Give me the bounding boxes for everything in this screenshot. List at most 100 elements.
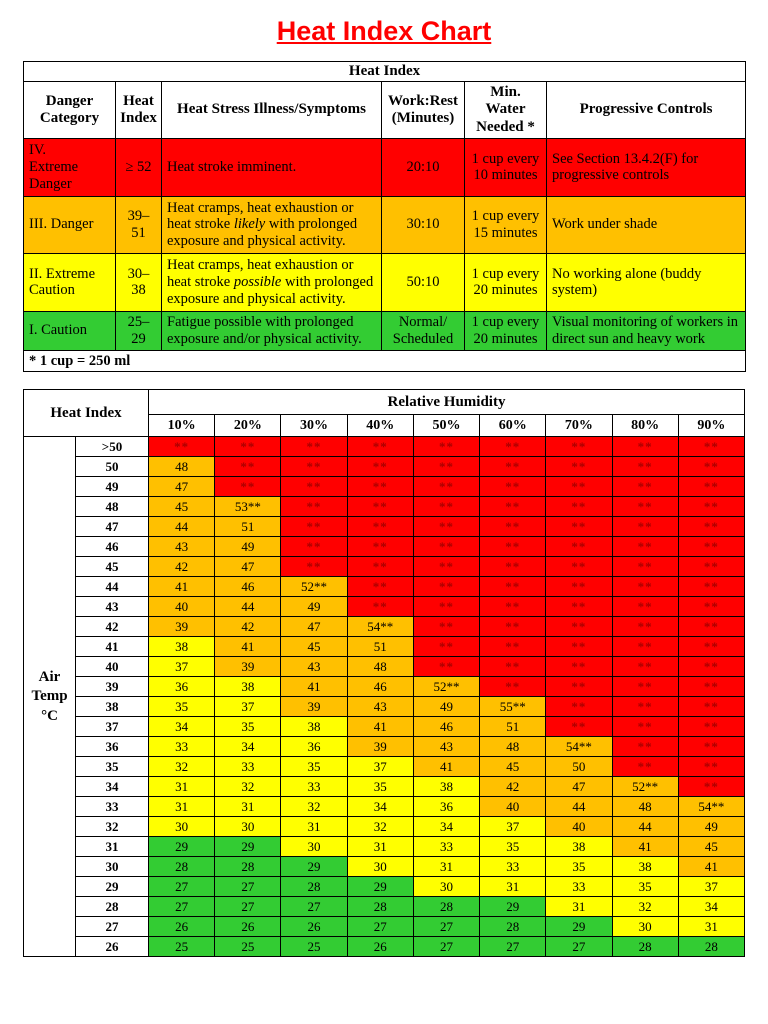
danger-row-orange: III. Danger 39–51 Heat cramps, heat exhaus… bbox=[23, 195, 747, 254]
controls-cell: No working alone (buddy system) bbox=[545, 252, 747, 312]
heat-index-cell: ** bbox=[412, 556, 481, 578]
footnote: * 1 cup = 250 ml bbox=[22, 349, 747, 373]
symptoms-pre: Heat cramps, heat exhaustion or heat str… bbox=[167, 199, 354, 233]
air-temp-value: 37 bbox=[75, 716, 149, 738]
heat-index-cell: 50 bbox=[545, 756, 613, 778]
heat-index-cell: ** bbox=[677, 536, 746, 558]
matrix-title-row: Heat Index Relative Humidity bbox=[23, 389, 745, 438]
heat-index-cell: 41 bbox=[611, 836, 679, 858]
work-rest-cell: 50:10 bbox=[381, 252, 465, 312]
heat-index-cell: ** bbox=[677, 756, 746, 778]
heat-index-cell: 39 bbox=[147, 616, 216, 638]
heat-index-cell: 35 bbox=[214, 716, 282, 738]
heat-index-cell: ** bbox=[479, 436, 547, 458]
heat-index-cell: 40 bbox=[545, 816, 613, 838]
heat-index-cell: ** bbox=[545, 616, 613, 638]
heat-index-cell: ** bbox=[677, 656, 746, 678]
heat-index-cell: ** bbox=[545, 576, 613, 598]
heat-index-cell: ** bbox=[611, 576, 679, 598]
matrix-row: 32 30 30 31 32 34 37 40 44 49 bbox=[24, 816, 746, 838]
heat-index-cell: 48 bbox=[611, 796, 679, 818]
matrix-row: 45 42 47 ** ** ** ** ** ** ** bbox=[24, 556, 746, 578]
heat-index-cell: 40 bbox=[147, 596, 216, 618]
heat-index-cell: 54** bbox=[346, 616, 414, 638]
symptoms-pre: Fatigue possible with prolonged exposure… bbox=[167, 314, 362, 347]
matrix-row: 40 37 39 43 48 ** ** ** ** ** bbox=[24, 656, 746, 678]
work-rest-cell: Normal/ Scheduled bbox=[381, 310, 465, 351]
heat-index-cell: 25 bbox=[214, 936, 282, 958]
danger-table-title: Heat Index bbox=[22, 61, 747, 82]
heat-index-cell: 35 bbox=[545, 856, 613, 878]
heat-index-cell: 39 bbox=[280, 696, 348, 718]
heat-index-cell: ** bbox=[611, 736, 679, 758]
matrix-row: 42 39 42 47 54** ** ** ** ** ** bbox=[24, 616, 746, 638]
heat-index-cell: ** bbox=[412, 516, 481, 538]
matrix-row: 43 40 44 49 ** ** ** ** ** ** bbox=[24, 596, 746, 618]
heat-index-cell: 48 bbox=[147, 456, 216, 478]
heat-index-cell: 27 bbox=[147, 896, 216, 918]
heat-index-cell: 30 bbox=[611, 916, 679, 938]
heat-index-cell: 49 bbox=[214, 536, 282, 558]
heat-index-cell: 26 bbox=[147, 916, 216, 938]
heat-index-cell: 32 bbox=[147, 756, 216, 778]
matrix-row: 39 36 38 41 46 52** ** ** ** ** bbox=[24, 676, 746, 698]
heat-index-cell: ** bbox=[346, 456, 414, 478]
heat-index-cell: 51 bbox=[214, 516, 282, 538]
heat-index-cell: 44 bbox=[611, 816, 679, 838]
humidity-col-header: 10% bbox=[147, 414, 216, 438]
work-rest-cell: 30:10 bbox=[381, 195, 465, 254]
air-temp-value: 36 bbox=[75, 736, 149, 758]
heat-index-cell: ** bbox=[677, 436, 746, 458]
heat-index-cell: 32 bbox=[611, 896, 679, 918]
heat-index-cell: 28 bbox=[346, 896, 414, 918]
heat-index-cell: ** bbox=[545, 596, 613, 618]
heat-index-cell: ** bbox=[677, 696, 746, 718]
heat-index-cell: ** bbox=[545, 656, 613, 678]
humidity-header-row: 10% 20% 30% 40% 50% 60% 70% 80% 90% bbox=[24, 414, 746, 438]
heat-index-cell: 27 bbox=[147, 876, 216, 898]
heat-index-cell: 52** bbox=[611, 776, 679, 798]
heat-index-range: 30–38 bbox=[115, 252, 162, 312]
danger-col-header: Heat Index bbox=[115, 81, 162, 139]
air-temp-value: 32 bbox=[75, 816, 149, 838]
heat-index-cell: 45 bbox=[280, 636, 348, 658]
heat-index-cell: 36 bbox=[412, 796, 481, 818]
danger-table-body: IV. Extreme Danger ≥ 52 Heat stroke immine… bbox=[23, 137, 747, 351]
heat-index-cell: 27 bbox=[214, 896, 282, 918]
danger-header-row: Danger Category Heat Index Heat Stress Ill… bbox=[23, 81, 747, 139]
heat-index-cell: 35 bbox=[280, 756, 348, 778]
heat-index-cell: 43 bbox=[280, 656, 348, 678]
symptoms-cell: Heat stroke imminent. bbox=[161, 137, 382, 197]
air-temp-value: 28 bbox=[75, 896, 149, 918]
heat-index-cell: ** bbox=[346, 436, 414, 458]
heat-index-cell: 41 bbox=[214, 636, 282, 658]
heat-index-cell: 27 bbox=[479, 936, 547, 958]
heat-index-cell: 26 bbox=[346, 936, 414, 958]
heat-index-cell: ** bbox=[346, 476, 414, 498]
danger-row-green: I. Caution 25–29 Fatigue possible with pro… bbox=[23, 310, 747, 351]
heat-index-cell: ** bbox=[280, 536, 348, 558]
controls-cell: Visual monitoring of workers in direct s… bbox=[545, 310, 747, 351]
heat-index-cell: 33 bbox=[545, 876, 613, 898]
heat-index-cell: ** bbox=[346, 596, 414, 618]
water-cell: 1 cup every 15 minutes bbox=[464, 195, 547, 254]
heat-index-cell: 51 bbox=[346, 636, 414, 658]
heat-index-cell: ** bbox=[214, 456, 282, 478]
humidity-col-header: 70% bbox=[545, 414, 613, 438]
relative-humidity-label: Relative Humidity bbox=[148, 389, 745, 416]
heat-index-cell: 27 bbox=[280, 896, 348, 918]
air-temp-value: 46 bbox=[75, 536, 149, 558]
heat-index-cell: 28 bbox=[412, 896, 481, 918]
heat-index-cell: 33 bbox=[147, 736, 216, 758]
heat-index-cell: 37 bbox=[346, 756, 414, 778]
heat-index-cell: ** bbox=[412, 456, 481, 478]
heat-index-cell: 45 bbox=[479, 756, 547, 778]
heat-index-cell: ** bbox=[545, 676, 613, 698]
heat-index-cell: 42 bbox=[147, 556, 216, 578]
danger-category: III. Danger bbox=[23, 195, 116, 254]
heat-index-cell: 30 bbox=[346, 856, 414, 878]
controls-cell: Work under shade bbox=[545, 195, 747, 254]
heat-index-cell: ** bbox=[677, 636, 746, 658]
symptoms-pre: Heat cramps, heat exhaustion or heat str… bbox=[167, 257, 354, 290]
heat-index-cell: 37 bbox=[479, 816, 547, 838]
